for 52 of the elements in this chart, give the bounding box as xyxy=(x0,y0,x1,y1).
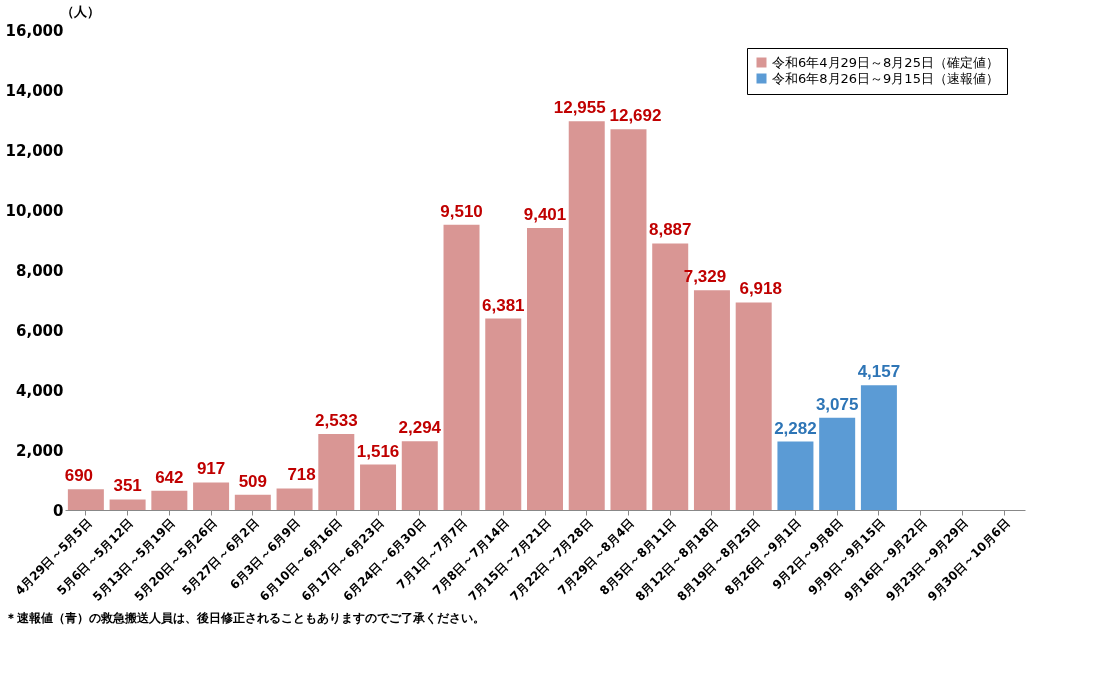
bar xyxy=(234,494,271,510)
bar xyxy=(819,417,856,510)
bar xyxy=(276,488,313,510)
bar xyxy=(193,482,230,510)
y-tick-label: 12,000 xyxy=(5,141,64,160)
legend-label: 令和6年4月29日～8月25日（確定値） xyxy=(772,54,999,70)
bar xyxy=(485,318,522,510)
data-label: 718 xyxy=(287,465,316,485)
y-tick-label: 4,000 xyxy=(16,381,64,400)
bar xyxy=(151,490,188,510)
data-label: 7,329 xyxy=(683,267,727,287)
y-tick-label: 2,000 xyxy=(16,441,64,460)
bar xyxy=(527,227,563,510)
data-label: 642 xyxy=(155,467,184,487)
bar xyxy=(67,489,104,510)
y-tick-label: 10,000 xyxy=(5,201,64,220)
bar xyxy=(360,464,397,510)
legend-label: 令和6年8月26日～9月15日（速報値） xyxy=(772,70,999,86)
bar xyxy=(777,441,814,510)
y-tick-label: 14,000 xyxy=(5,81,64,100)
data-label: 690 xyxy=(64,466,94,486)
y-tick-label: 0 xyxy=(53,501,64,520)
data-label: 1,516 xyxy=(356,441,400,461)
data-label: 2,282 xyxy=(774,418,817,438)
bar xyxy=(443,224,480,510)
y-tick-label: 8,000 xyxy=(16,261,64,280)
bar xyxy=(109,499,146,510)
y-axis-title: （人） xyxy=(60,3,100,19)
bar xyxy=(693,290,730,510)
data-label: 917 xyxy=(196,459,226,479)
text: ＊速報値（青）の救急搬送人員は、後日修正されることもありますのでご了承ください。 xyxy=(5,610,486,625)
data-label: 6,918 xyxy=(739,279,782,299)
data-label: 509 xyxy=(238,471,268,491)
data-label: 351 xyxy=(113,476,142,496)
data-label: 9,401 xyxy=(523,204,567,224)
y-tick-label: 16,000 xyxy=(5,21,64,40)
data-label: 6,381 xyxy=(481,295,525,315)
bar xyxy=(735,302,772,510)
data-label: 4,157 xyxy=(857,362,901,382)
data-label: 12,692 xyxy=(609,106,662,126)
data-label: 3,075 xyxy=(815,394,859,414)
data-label: 12,955 xyxy=(553,98,606,118)
bar xyxy=(568,121,605,510)
bar xyxy=(860,385,897,510)
data-label: 9,510 xyxy=(440,201,483,221)
data-label: 2,533 xyxy=(315,411,358,431)
data-label: 2,294 xyxy=(398,418,442,438)
bar xyxy=(610,129,647,510)
data-label: 8,887 xyxy=(648,220,692,240)
bar xyxy=(401,441,438,510)
y-tick-label: 6,000 xyxy=(16,321,64,340)
bar xyxy=(318,434,355,510)
